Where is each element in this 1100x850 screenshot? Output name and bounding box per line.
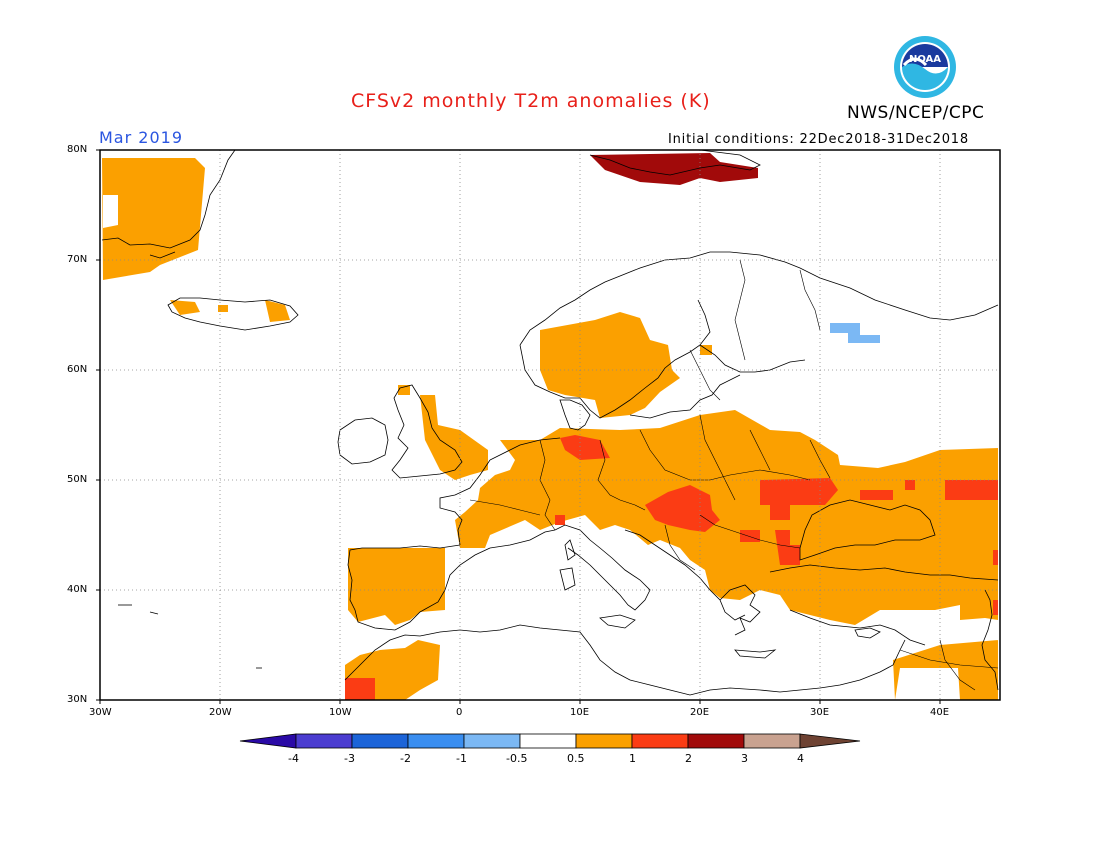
- lat-label-40n: 40N: [67, 584, 88, 595]
- colorbar-bin: [631, 733, 689, 749]
- lat-label-70n: 70N: [67, 254, 88, 265]
- colorbar-label: -2: [400, 752, 411, 765]
- colorbar-label: -4: [288, 752, 299, 765]
- anomaly-shading-orange: [102, 158, 998, 700]
- colorbar-label: 0.5: [567, 752, 585, 765]
- lon-label-10e: 10E: [570, 707, 590, 718]
- colorbar-bin: [295, 733, 353, 749]
- noaa-logo: NOAA: [894, 36, 956, 98]
- colorbar-bin: [743, 733, 801, 749]
- map-frame: [99, 149, 1001, 701]
- valid-month-label: Mar 2019: [99, 128, 183, 147]
- colorbar-bin: [351, 733, 409, 749]
- anomaly-shading-red: [345, 435, 998, 700]
- chart-title: CFSv2 monthly T2m anomalies (K): [351, 90, 711, 112]
- lon-label-30w: 30W: [89, 707, 112, 718]
- lat-label-50n: 50N: [67, 474, 88, 485]
- colorbar-label: -0.5: [506, 752, 528, 765]
- lon-label-40e: 40E: [930, 707, 950, 718]
- lon-label-20e: 20E: [690, 707, 710, 718]
- colorbar-label: -1: [456, 752, 467, 765]
- colorbar-label: 3: [741, 752, 748, 765]
- coastlines: [101, 150, 999, 696]
- colorbar-label: 4: [797, 752, 804, 765]
- initial-conditions-label: Initial conditions: 22Dec2018-31Dec2018: [668, 132, 969, 147]
- anomaly-shading-darkred: [590, 153, 758, 185]
- anomaly-shading-white: [103, 195, 118, 228]
- colorbar-label: 1: [629, 752, 636, 765]
- colorbar-bin: [575, 733, 633, 749]
- colorbar-label: -3: [344, 752, 355, 765]
- lon-label-20w: 20W: [209, 707, 232, 718]
- lon-label-0: 0: [456, 707, 463, 718]
- colorbar: [239, 733, 861, 749]
- lat-label-30n: 30N: [67, 694, 88, 705]
- lon-label-10w: 10W: [329, 707, 352, 718]
- colorbar-bin: [687, 733, 745, 749]
- colorbar-high-arrow: [799, 733, 861, 749]
- colorbar-bin: [519, 733, 577, 749]
- agency-label: NWS/NCEP/CPC: [847, 103, 985, 123]
- lon-label-30e: 30E: [810, 707, 830, 718]
- logo-text: NOAA: [909, 54, 941, 65]
- colorbar-bin: [463, 733, 521, 749]
- colorbar-bin: [407, 733, 465, 749]
- tick-marks: [96, 149, 941, 704]
- colorbar-low-arrow: [239, 733, 297, 749]
- lat-label-80n: 80N: [67, 144, 88, 155]
- colorbar-label: 2: [685, 752, 692, 765]
- lat-label-60n: 60N: [67, 364, 88, 375]
- anomaly-shading-lightblue: [830, 323, 880, 343]
